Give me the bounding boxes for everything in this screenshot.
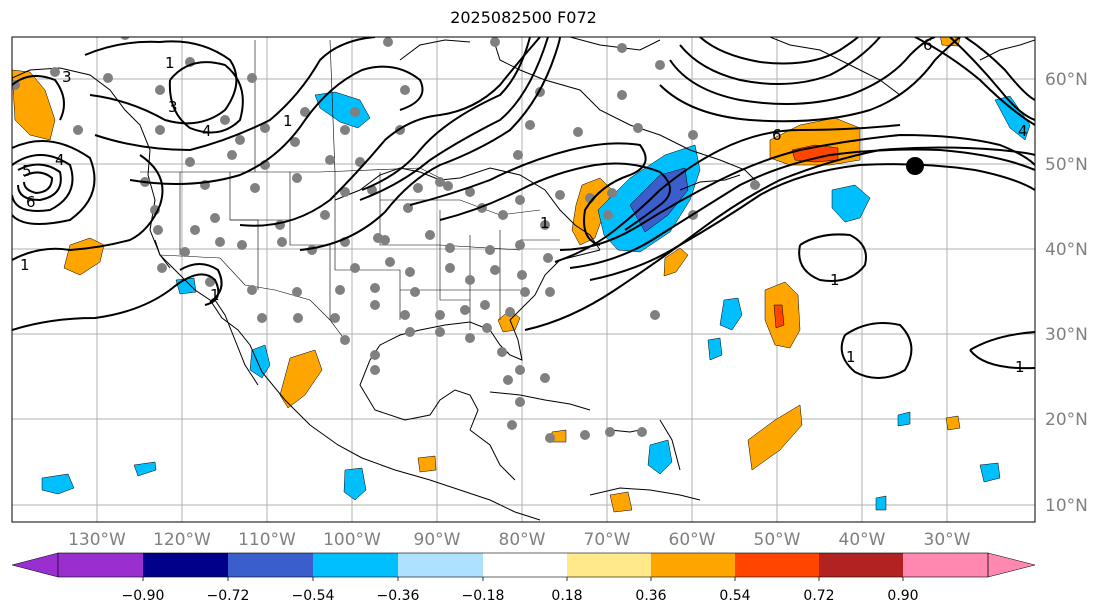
colorbar-segment bbox=[58, 553, 143, 577]
colorbar-tick-label: 0.54 bbox=[719, 588, 750, 604]
contour-label: 1 bbox=[846, 348, 856, 366]
contour-label: 1 bbox=[830, 271, 840, 289]
negative-anomaly bbox=[707, 337, 723, 361]
colorbar-tick-label: 0.36 bbox=[635, 588, 666, 604]
colorbar-segment bbox=[228, 553, 313, 577]
lon-label-50w: 50°W bbox=[754, 530, 801, 550]
contour-label: 6 bbox=[26, 193, 36, 211]
contour-label: 1 bbox=[1015, 358, 1025, 376]
contour-label: 1 bbox=[165, 54, 175, 72]
negative-anomaly bbox=[41, 473, 75, 495]
map-title: 2025082500 F072 bbox=[450, 8, 597, 27]
lon-label-70w: 70°W bbox=[584, 530, 631, 550]
lat-label-60n: 60°N bbox=[1045, 70, 1088, 90]
positive-anomaly bbox=[945, 415, 961, 431]
shaded-anomalies bbox=[12, 37, 1031, 513]
lon-label-100w: 100°W bbox=[323, 530, 381, 550]
colorbar-tick-label: −0.72 bbox=[207, 588, 250, 604]
contour-label: 1 bbox=[540, 214, 550, 232]
longitude-labels: 130°W 120°W 110°W 100°W 90°W 80°W 70°W 6… bbox=[68, 530, 971, 550]
colorbar-segment bbox=[398, 553, 483, 577]
positive-anomaly bbox=[663, 247, 689, 277]
lat-label-20n: 20°N bbox=[1045, 410, 1088, 430]
colorbar-segment-low-extend bbox=[11, 552, 59, 578]
position-marker bbox=[906, 157, 924, 175]
contour-label: 1 bbox=[20, 256, 30, 274]
positive-anomaly-strong bbox=[773, 304, 785, 329]
land-outlines bbox=[12, 37, 1035, 521]
negative-anomaly bbox=[133, 461, 157, 477]
colorbar-tick-label: −0.54 bbox=[292, 588, 335, 604]
positive-anomaly bbox=[571, 177, 613, 246]
colorbar-tick-label: 0.90 bbox=[887, 588, 918, 604]
lon-label-110w: 110°W bbox=[238, 530, 296, 550]
contour-label: 4 bbox=[55, 151, 65, 169]
colorbar-segment-high-extend bbox=[987, 552, 1036, 578]
colorbar: −0.90 −0.72 −0.54 −0.36 −0.18 0.18 0.36 … bbox=[11, 552, 1036, 604]
positive-anomaly bbox=[940, 37, 961, 47]
negative-anomaly bbox=[831, 184, 871, 223]
contour-label: 6 bbox=[923, 36, 933, 54]
contour-label: 4 bbox=[202, 122, 212, 140]
lon-label-80w: 80°W bbox=[499, 530, 546, 550]
colorbar-segment bbox=[143, 553, 228, 577]
negative-anomaly bbox=[897, 411, 911, 427]
positive-anomaly bbox=[747, 404, 803, 471]
colorbar-tick-label: −0.18 bbox=[462, 588, 505, 604]
lat-label-10n: 10°N bbox=[1045, 496, 1088, 516]
map-border bbox=[11, 36, 1036, 523]
lon-label-130w: 130°W bbox=[68, 530, 126, 550]
lon-label-30w: 30°W bbox=[924, 530, 971, 550]
positive-anomaly bbox=[609, 491, 633, 513]
latitude-labels: 60°N 50°N 40°N 30°N 20°N 10°N bbox=[1045, 70, 1088, 516]
contour-label: 6 bbox=[772, 126, 782, 144]
lon-label-90w: 90°W bbox=[414, 530, 461, 550]
negative-anomaly bbox=[719, 297, 743, 331]
lon-label-40w: 40°W bbox=[839, 530, 886, 550]
negative-anomaly bbox=[994, 95, 1031, 141]
negative-anomaly bbox=[343, 467, 367, 501]
station-dots bbox=[12, 37, 760, 443]
negative-anomaly bbox=[875, 495, 887, 511]
lat-label-30n: 30°N bbox=[1045, 325, 1088, 345]
contour-label: 1 bbox=[210, 286, 220, 304]
positive-anomaly bbox=[279, 349, 323, 409]
positive-anomaly bbox=[12, 69, 56, 141]
contour-label: 3 bbox=[62, 68, 72, 86]
colorbar-segment bbox=[735, 553, 819, 577]
negative-anomaly bbox=[314, 91, 371, 129]
contour-label: 3 bbox=[168, 98, 178, 116]
contour-label: 5 bbox=[22, 162, 32, 180]
contour-label-group: 3 1 3 4 1 5 4 6 1 6 1 1 1 1 4 6 1 bbox=[20, 36, 1028, 376]
contour-label: 4 bbox=[1018, 122, 1028, 140]
colorbar-segment bbox=[483, 553, 567, 577]
colorbar-segment bbox=[567, 553, 651, 577]
colorbar-segment bbox=[651, 553, 735, 577]
lon-label-120w: 120°W bbox=[153, 530, 211, 550]
negative-anomaly bbox=[979, 462, 1001, 483]
colorbar-tick-label: −0.90 bbox=[122, 588, 165, 604]
colorbar-tick-label: 0.72 bbox=[803, 588, 834, 604]
contour-lines bbox=[12, 37, 1035, 379]
lat-label-40n: 40°N bbox=[1045, 240, 1088, 260]
colorbar-segment bbox=[903, 553, 988, 577]
colorbar-border bbox=[57, 552, 989, 578]
lat-label-50n: 50°N bbox=[1045, 155, 1088, 175]
positive-anomaly bbox=[417, 455, 437, 473]
colorbar-tick-label: 0.18 bbox=[551, 588, 582, 604]
contour-label: 1 bbox=[283, 112, 293, 130]
colorbar-segment bbox=[819, 553, 903, 577]
colorbar-tick-label: −0.36 bbox=[377, 588, 420, 604]
lon-label-60w: 60°W bbox=[669, 530, 716, 550]
negative-anomaly bbox=[647, 439, 673, 475]
negative-anomaly bbox=[249, 344, 271, 379]
colorbar-segment bbox=[313, 553, 398, 577]
